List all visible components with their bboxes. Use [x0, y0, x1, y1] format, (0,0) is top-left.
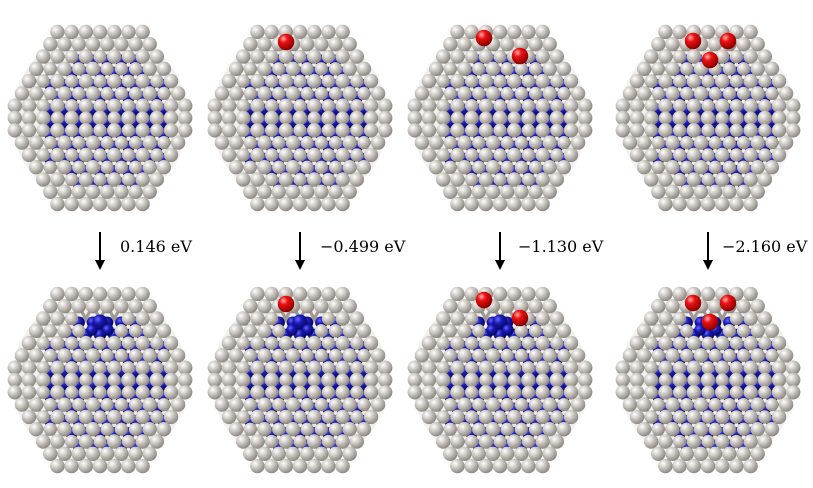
- oxygen-atoms: [684, 294, 737, 331]
- arrow-4: [703, 232, 713, 270]
- energy-label-2: −0.499 eV: [320, 237, 406, 256]
- shell-atoms: [207, 24, 393, 212]
- exposed-core-atom: [486, 314, 514, 336]
- cluster-bottom-1: [7, 286, 193, 474]
- cluster-top-3: [407, 24, 593, 212]
- cluster-bottom-4: [615, 286, 801, 474]
- shell-atoms: [407, 24, 593, 212]
- cluster-top-4: [615, 24, 801, 212]
- oxygen-atoms: [277, 33, 295, 51]
- oxygen-atoms: [684, 32, 737, 69]
- oxygen-atoms: [475, 291, 529, 327]
- cluster-top-2: [207, 24, 393, 212]
- exposed-core-atom: [86, 314, 114, 336]
- exposed-core-atom: [286, 314, 314, 336]
- energy-label-3: −1.130 eV: [518, 237, 604, 256]
- shell-atoms: [7, 286, 193, 474]
- cluster-bottom-3: [407, 286, 593, 474]
- shell-atoms: [207, 286, 393, 474]
- oxygen-atoms: [277, 295, 295, 313]
- arrow-2: [295, 232, 305, 270]
- cluster-bottom-2: [207, 286, 393, 474]
- energy-label-4: −2.160 eV: [722, 237, 808, 256]
- cluster-top-1: [7, 24, 193, 212]
- energy-label-1: 0.146 eV: [120, 237, 192, 256]
- oxygen-atoms: [475, 29, 529, 65]
- arrow-1: [95, 232, 105, 270]
- shell-atoms: [7, 24, 193, 212]
- arrow-3: [495, 232, 505, 270]
- shell-atoms: [615, 24, 801, 212]
